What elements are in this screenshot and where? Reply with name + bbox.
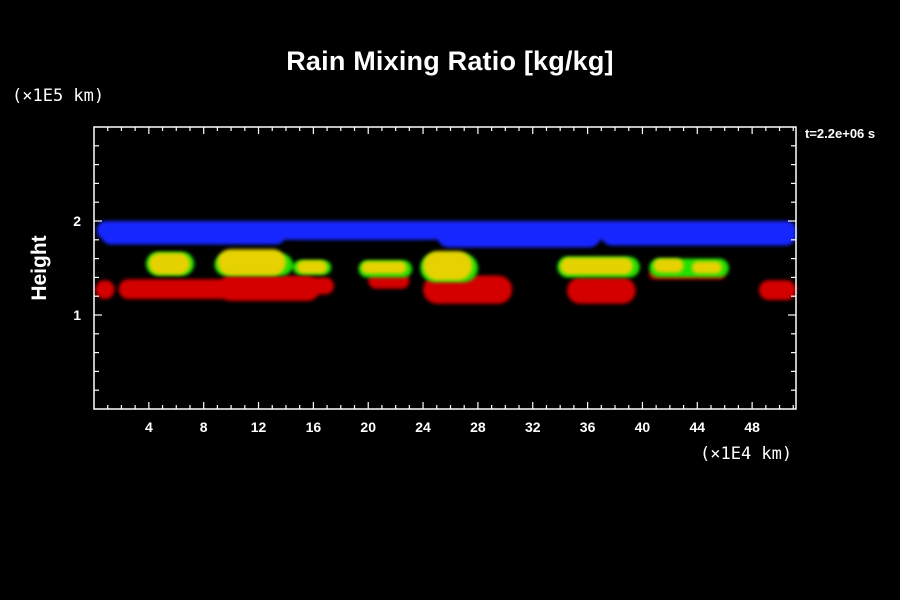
yellow-blob-6 <box>653 258 684 273</box>
layer-yellow <box>148 249 722 281</box>
x-tick-label: 20 <box>360 419 376 435</box>
time-label: t=2.2e+06 s <box>805 126 876 141</box>
x-tick-label: 12 <box>251 419 267 435</box>
yellow-blob-0 <box>148 252 190 275</box>
y-tick-label: 1 <box>73 307 81 323</box>
red-blob-6 <box>567 277 636 304</box>
blue-blob-3 <box>436 222 602 248</box>
x-tick-label: 8 <box>200 419 208 435</box>
x-tick-label: 36 <box>580 419 596 435</box>
red-blob-8 <box>758 280 796 300</box>
x-tick-label: 48 <box>744 419 760 435</box>
data-layers <box>95 221 796 304</box>
x-tick-label: 28 <box>470 419 486 435</box>
blue-blob-2 <box>285 222 437 240</box>
red-blob-3 <box>292 277 334 295</box>
blue-blob-1 <box>100 223 286 245</box>
x-tick-label: 16 <box>306 419 322 435</box>
yellow-blob-1 <box>217 249 286 276</box>
layer-blue <box>96 221 796 248</box>
yellow-blob-4 <box>423 251 473 281</box>
yellow-blob-3 <box>361 261 407 274</box>
plot-frame <box>93 126 797 410</box>
red-blob-5 <box>423 275 513 304</box>
y-axis-unit-label: (×1E5 km) <box>12 86 105 106</box>
chart-title: Rain Mixing Ratio [kg/kg] <box>286 46 614 76</box>
yellow-blob-2 <box>296 260 328 274</box>
x-tick-label: 24 <box>415 419 431 435</box>
x-tick-label: 44 <box>689 419 705 435</box>
x-tick-label: 32 <box>525 419 541 435</box>
blue-blob-4 <box>601 224 796 246</box>
red-blob-0 <box>95 280 115 300</box>
y-tick-label: 2 <box>73 213 81 229</box>
x-tick-label: 4 <box>145 419 153 435</box>
yellow-blob-7 <box>691 261 722 274</box>
x-tick-label: 40 <box>635 419 651 435</box>
yellow-blob-5 <box>560 257 633 275</box>
x-axis-unit-label: (×1E4 km) <box>700 444 793 464</box>
